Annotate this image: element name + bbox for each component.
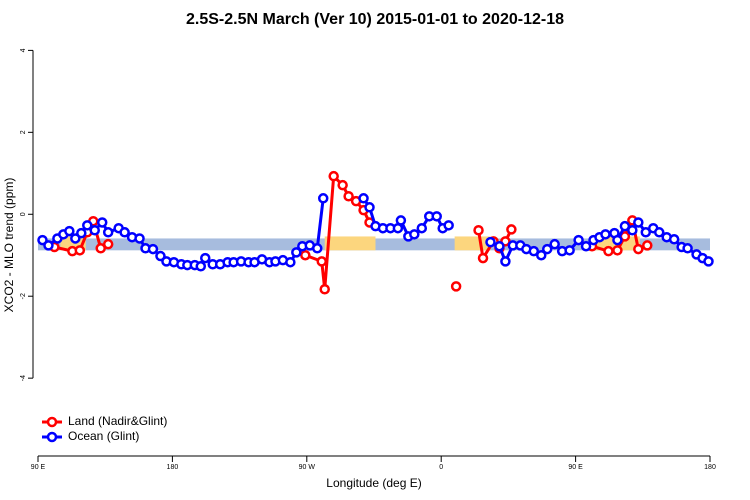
data-point xyxy=(64,225,75,237)
x-tick-label: 90 E xyxy=(568,464,583,471)
data-point xyxy=(395,215,407,226)
y-tick-label: -4 xyxy=(20,375,27,381)
data-point xyxy=(564,245,575,256)
data-point xyxy=(600,229,611,240)
data-point xyxy=(633,217,644,228)
data-point xyxy=(134,233,145,244)
data-point xyxy=(506,224,517,235)
data-point xyxy=(358,193,369,204)
data-point xyxy=(102,227,114,238)
data-point xyxy=(633,243,644,255)
data-point xyxy=(500,256,511,267)
data-point xyxy=(119,227,130,238)
data-point xyxy=(549,238,560,250)
data-point xyxy=(640,227,652,238)
data-point xyxy=(603,245,614,257)
data-point xyxy=(285,256,296,268)
data-point xyxy=(541,243,553,255)
x-axis-label: Longitude (deg E) xyxy=(326,476,421,490)
x-tick-label: 180 xyxy=(704,464,716,471)
data-point xyxy=(319,283,330,295)
data-point xyxy=(450,281,462,292)
legend-label: Land (Nadir&Glint) xyxy=(68,414,167,428)
y-tick-label: -2 xyxy=(20,293,27,299)
data-point xyxy=(43,240,54,251)
data-point xyxy=(612,245,623,256)
data-point xyxy=(573,234,584,246)
data-point xyxy=(343,190,354,202)
data-point xyxy=(76,227,87,239)
legend-marker xyxy=(46,431,58,443)
data-point xyxy=(74,245,86,256)
chart-title: 2.5S-2.5N March (Ver 10) 2015-01-01 to 2… xyxy=(186,11,564,28)
data-point xyxy=(642,240,653,251)
legend-label: Ocean (Glint) xyxy=(68,429,139,443)
data-point xyxy=(147,243,159,255)
data-point xyxy=(653,227,665,238)
data-point xyxy=(95,243,106,254)
y-axis-label: XCO2 - MLO trend (ppm) xyxy=(2,178,16,313)
legend-marker xyxy=(46,416,58,428)
data-point xyxy=(612,234,623,246)
data-point xyxy=(317,193,329,204)
data-point xyxy=(82,220,93,231)
y-tick-label: 0 xyxy=(20,212,27,216)
data-point xyxy=(200,252,211,264)
data-point xyxy=(416,222,428,234)
data-point xyxy=(485,236,496,248)
land-region xyxy=(454,236,491,251)
data-point xyxy=(703,256,714,267)
x-tick-label: 90 E xyxy=(31,464,46,471)
data-point xyxy=(364,202,375,213)
data-point xyxy=(668,234,680,245)
data-point xyxy=(443,220,454,231)
data-point xyxy=(195,261,207,272)
x-tick-label: 0 xyxy=(439,464,443,471)
data-point xyxy=(316,256,327,267)
data-point xyxy=(477,252,489,264)
y-tick-label: 4 xyxy=(20,48,27,52)
x-tick-label: 90 W xyxy=(299,464,316,471)
data-point xyxy=(409,229,420,240)
data-point xyxy=(627,225,638,236)
land-region xyxy=(324,236,376,251)
data-point xyxy=(473,225,484,236)
data-point xyxy=(300,249,311,261)
y-tick-label: 2 xyxy=(20,130,27,134)
data-point xyxy=(96,217,108,228)
x-tick-label: 180 xyxy=(167,464,179,471)
data-point xyxy=(619,220,631,232)
data-point xyxy=(682,243,693,254)
data-point xyxy=(89,225,100,236)
data-point xyxy=(312,243,323,254)
data-point xyxy=(328,170,339,182)
data-point xyxy=(337,179,348,191)
data-point xyxy=(536,249,547,261)
data-point xyxy=(494,240,505,252)
data-point xyxy=(291,247,302,258)
data-point xyxy=(528,245,540,257)
data-point xyxy=(431,211,442,222)
data-point xyxy=(102,238,114,250)
data-point xyxy=(580,240,592,252)
